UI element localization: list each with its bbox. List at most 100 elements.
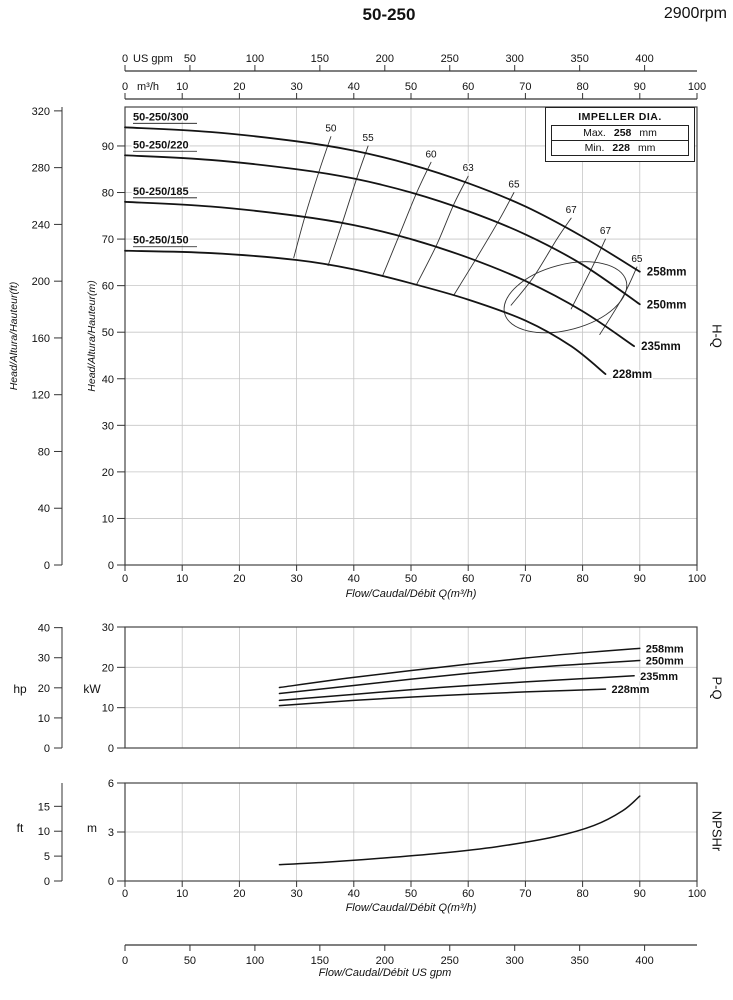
- svg-text:50: 50: [184, 955, 196, 967]
- npshr-grid: [125, 783, 697, 881]
- svg-text:160: 160: [32, 333, 50, 345]
- svg-text:63: 63: [463, 163, 475, 174]
- svg-text:40: 40: [38, 503, 50, 515]
- svg-text:50: 50: [102, 327, 114, 339]
- svg-text:0: 0: [122, 573, 128, 585]
- svg-text:0: 0: [122, 888, 128, 900]
- svg-text:400: 400: [635, 955, 653, 967]
- svg-text:20: 20: [233, 573, 245, 585]
- hp-unit-label: hp: [13, 682, 27, 696]
- svg-text:67: 67: [600, 226, 612, 237]
- svg-text:40: 40: [102, 374, 114, 386]
- kw-unit-label: kW: [83, 682, 101, 696]
- svg-text:60: 60: [462, 573, 474, 585]
- svg-text:50-250/150: 50-250/150: [133, 235, 189, 247]
- pq-frame: [124, 626, 698, 749]
- svg-text:60: 60: [102, 281, 114, 293]
- svg-text:300: 300: [506, 53, 524, 65]
- svg-text:228mm: 228mm: [612, 369, 652, 381]
- svg-text:10: 10: [38, 826, 50, 838]
- svg-text:90: 90: [634, 888, 646, 900]
- svg-text:320: 320: [32, 106, 50, 118]
- svg-text:20: 20: [38, 683, 50, 695]
- svg-text:3: 3: [108, 827, 114, 839]
- svg-text:100: 100: [688, 573, 706, 585]
- svg-text:150: 150: [311, 53, 329, 65]
- m-unit-label: m: [87, 821, 97, 835]
- svg-text:100: 100: [246, 53, 264, 65]
- rpm-label: 2900rpm: [663, 5, 727, 22]
- svg-text:90: 90: [634, 81, 646, 93]
- svg-text:0: 0: [108, 876, 114, 888]
- svg-text:250mm: 250mm: [647, 299, 687, 311]
- svg-text:300: 300: [506, 955, 524, 967]
- hq-bottom-axis: 0 10 20 30 40 50 60 70 80 90 100: [122, 565, 706, 585]
- hq-m-axis: 0 10 20 30 40 50 60 70 80 90: [102, 141, 125, 572]
- svg-text:40: 40: [348, 888, 360, 900]
- pq-hp-axis: 0 10 20 30 40: [38, 623, 63, 755]
- pq-kw-axis: 0 10 20 30: [102, 622, 125, 755]
- hq-flow-axis-label: Flow/Caudal/Débit Q(m³/h): [345, 588, 477, 600]
- svg-text:10: 10: [176, 888, 188, 900]
- svg-text:280: 280: [32, 163, 50, 175]
- svg-text:80: 80: [576, 888, 588, 900]
- svg-text:70: 70: [519, 888, 531, 900]
- npshr-flow-axis-label: Flow/Caudal/Débit Q(m³/h): [345, 902, 477, 914]
- ft-unit-label: ft: [16, 821, 24, 835]
- page-title: 50-250: [362, 5, 416, 24]
- svg-text:0: 0: [108, 560, 114, 572]
- impeller-dia-table: Max. 258 mm Min. 228 mm: [551, 125, 689, 156]
- svg-text:250mm: 250mm: [646, 655, 684, 667]
- svg-text:60: 60: [462, 81, 474, 93]
- svg-text:100: 100: [246, 955, 264, 967]
- npshr-m-axis: 0 3 6: [108, 778, 125, 888]
- svg-text:20: 20: [233, 888, 245, 900]
- svg-text:65: 65: [631, 254, 643, 265]
- impeller-min-unit: mm: [637, 142, 656, 154]
- svg-text:80: 80: [576, 573, 588, 585]
- svg-text:80: 80: [102, 188, 114, 200]
- npshr-curve: [278, 795, 641, 866]
- svg-text:55: 55: [363, 133, 375, 144]
- impeller-min-label: Min.: [584, 142, 605, 154]
- top-usgpm-axis: 0 50 100 150 200 250 300 350 400 US gpm: [122, 53, 697, 72]
- svg-text:50: 50: [405, 81, 417, 93]
- svg-text:40: 40: [38, 623, 50, 635]
- svg-text:200: 200: [376, 53, 394, 65]
- svg-text:350: 350: [570, 955, 588, 967]
- svg-text:65: 65: [508, 180, 520, 191]
- usgpm-flow-axis-label: Flow/Caudal/Débit US gpm: [318, 967, 452, 979]
- bottom-usgpm-axis: 0 50 100 150 200 250 300 350 400: [122, 944, 697, 967]
- svg-text:235mm: 235mm: [641, 341, 681, 353]
- impeller-min-row: Min. 228 mm: [552, 140, 688, 155]
- pq-grid: [125, 627, 697, 748]
- svg-text:50-250/300: 50-250/300: [133, 111, 189, 123]
- svg-text:200: 200: [376, 955, 394, 967]
- svg-text:100: 100: [688, 81, 706, 93]
- svg-text:40: 40: [348, 81, 360, 93]
- svg-text:90: 90: [634, 573, 646, 585]
- impeller-dia-heading: IMPELLER DIA.: [578, 111, 662, 123]
- svg-text:0: 0: [108, 743, 114, 755]
- svg-text:30: 30: [290, 81, 302, 93]
- svg-text:40: 40: [348, 573, 360, 585]
- svg-text:258mm: 258mm: [646, 643, 684, 655]
- svg-text:US gpm: US gpm: [133, 53, 173, 65]
- svg-text:200: 200: [32, 276, 50, 288]
- svg-text:20: 20: [102, 662, 114, 674]
- hq-curves: 258mm50-250/300250mm50-250/220235mm50-25…: [124, 110, 688, 383]
- svg-text:0: 0: [44, 743, 50, 755]
- svg-text:235mm: 235mm: [640, 671, 678, 683]
- head-m-axis-title: Head/Altura/Hauteur(m): [86, 280, 98, 392]
- svg-text:70: 70: [519, 573, 531, 585]
- svg-text:10: 10: [102, 513, 114, 525]
- npshr-bottom-axis: 0 10 20 30 40 50 60 70 80 90 100: [122, 881, 706, 900]
- impeller-dia-box: IMPELLER DIA. Max. 258 mm Min. 228 mm: [545, 107, 695, 162]
- svg-text:50: 50: [405, 573, 417, 585]
- svg-text:0: 0: [122, 955, 128, 967]
- hq-grid: [125, 107, 697, 565]
- svg-text:50-250/185: 50-250/185: [133, 186, 189, 198]
